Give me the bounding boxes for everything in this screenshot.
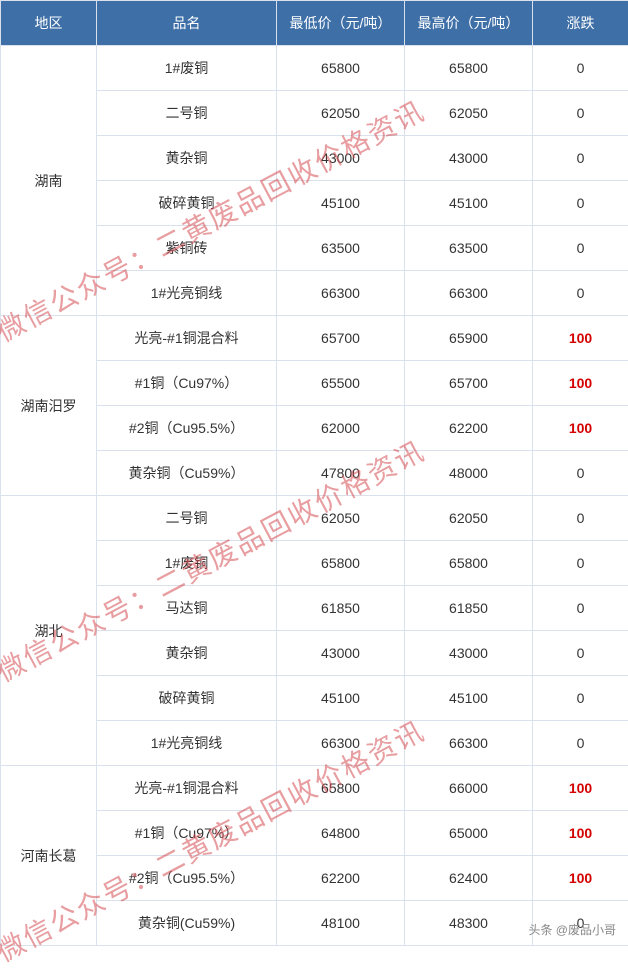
column-header: 地区 xyxy=(1,1,97,46)
low-price-cell: 47800 xyxy=(277,451,405,496)
high-price-cell: 65800 xyxy=(405,46,533,91)
region-cell: 湖南汨罗 xyxy=(1,316,97,496)
product-name-cell: 破碎黄铜 xyxy=(97,181,277,226)
table-row: 湖南汨罗光亮-#1铜混合料6570065900100 xyxy=(1,316,628,361)
product-name-cell: 1#光亮铜线 xyxy=(97,721,277,766)
product-name-cell: 黄杂铜 xyxy=(97,136,277,181)
low-price-cell: 65800 xyxy=(277,541,405,586)
low-price-cell: 65800 xyxy=(277,766,405,811)
region-cell: 河南长葛 xyxy=(1,766,97,946)
low-price-cell: 66300 xyxy=(277,721,405,766)
column-header: 品名 xyxy=(97,1,277,46)
high-price-cell: 62400 xyxy=(405,856,533,901)
change-cell: 0 xyxy=(533,136,628,181)
column-header: 最高价（元/吨） xyxy=(405,1,533,46)
product-name-cell: 黄杂铜（Cu59%） xyxy=(97,451,277,496)
high-price-cell: 43000 xyxy=(405,631,533,676)
high-price-cell: 63500 xyxy=(405,226,533,271)
high-price-cell: 48000 xyxy=(405,451,533,496)
high-price-cell: 62200 xyxy=(405,406,533,451)
change-cell: 100 xyxy=(533,811,628,856)
product-name-cell: #2铜（Cu95.5%） xyxy=(97,406,277,451)
change-cell: 100 xyxy=(533,406,628,451)
product-name-cell: #1铜（Cu97%） xyxy=(97,811,277,856)
table-row: 湖南1#废铜65800658000 xyxy=(1,46,628,91)
table-row: 河南长葛光亮-#1铜混合料6580066000100 xyxy=(1,766,628,811)
product-name-cell: 马达铜 xyxy=(97,586,277,631)
high-price-cell: 66000 xyxy=(405,766,533,811)
change-cell: 0 xyxy=(533,631,628,676)
low-price-cell: 64800 xyxy=(277,811,405,856)
product-name-cell: 1#光亮铜线 xyxy=(97,271,277,316)
change-cell: 100 xyxy=(533,316,628,361)
change-cell: 0 xyxy=(533,91,628,136)
low-price-cell: 43000 xyxy=(277,136,405,181)
change-cell: 0 xyxy=(533,676,628,721)
high-price-cell: 62050 xyxy=(405,496,533,541)
high-price-cell: 65900 xyxy=(405,316,533,361)
high-price-cell: 45100 xyxy=(405,181,533,226)
product-name-cell: 黄杂铜(Cu59%) xyxy=(97,901,277,946)
low-price-cell: 62200 xyxy=(277,856,405,901)
change-cell: 0 xyxy=(533,586,628,631)
product-name-cell: 二号铜 xyxy=(97,91,277,136)
low-price-cell: 62050 xyxy=(277,496,405,541)
column-header: 涨跌 xyxy=(533,1,628,46)
low-price-cell: 61850 xyxy=(277,586,405,631)
low-price-cell: 62050 xyxy=(277,91,405,136)
product-name-cell: 破碎黄铜 xyxy=(97,676,277,721)
product-name-cell: 紫铜砖 xyxy=(97,226,277,271)
product-name-cell: 1#废铜 xyxy=(97,541,277,586)
high-price-cell: 62050 xyxy=(405,91,533,136)
high-price-cell: 45100 xyxy=(405,676,533,721)
low-price-cell: 65500 xyxy=(277,361,405,406)
change-cell: 100 xyxy=(533,361,628,406)
table-header-row: 地区品名最低价（元/吨）最高价（元/吨）涨跌 xyxy=(1,1,628,46)
high-price-cell: 48300 xyxy=(405,901,533,946)
product-name-cell: 光亮-#1铜混合料 xyxy=(97,766,277,811)
high-price-cell: 66300 xyxy=(405,721,533,766)
table-row: 湖北二号铜62050620500 xyxy=(1,496,628,541)
high-price-cell: 61850 xyxy=(405,586,533,631)
high-price-cell: 43000 xyxy=(405,136,533,181)
low-price-cell: 65800 xyxy=(277,46,405,91)
product-name-cell: 二号铜 xyxy=(97,496,277,541)
region-cell: 湖北 xyxy=(1,496,97,766)
change-cell: 100 xyxy=(533,766,628,811)
change-cell: 100 xyxy=(533,856,628,901)
high-price-cell: 65000 xyxy=(405,811,533,856)
high-price-cell: 65800 xyxy=(405,541,533,586)
high-price-cell: 66300 xyxy=(405,271,533,316)
change-cell: 0 xyxy=(533,541,628,586)
low-price-cell: 66300 xyxy=(277,271,405,316)
product-name-cell: #1铜（Cu97%） xyxy=(97,361,277,406)
change-cell: 0 xyxy=(533,496,628,541)
low-price-cell: 48100 xyxy=(277,901,405,946)
change-cell: 0 xyxy=(533,271,628,316)
product-name-cell: #2铜（Cu95.5%） xyxy=(97,856,277,901)
region-cell: 湖南 xyxy=(1,46,97,316)
low-price-cell: 45100 xyxy=(277,181,405,226)
low-price-cell: 65700 xyxy=(277,316,405,361)
change-cell: 0 xyxy=(533,181,628,226)
low-price-cell: 45100 xyxy=(277,676,405,721)
product-name-cell: 1#废铜 xyxy=(97,46,277,91)
high-price-cell: 65700 xyxy=(405,361,533,406)
product-name-cell: 黄杂铜 xyxy=(97,631,277,676)
low-price-cell: 63500 xyxy=(277,226,405,271)
table-body: 湖南1#废铜65800658000二号铜62050620500黄杂铜430004… xyxy=(1,46,628,946)
price-table: 地区品名最低价（元/吨）最高价（元/吨）涨跌 湖南1#废铜65800658000… xyxy=(0,0,628,946)
change-cell: 0 xyxy=(533,46,628,91)
change-cell: 0 xyxy=(533,901,628,946)
low-price-cell: 43000 xyxy=(277,631,405,676)
change-cell: 0 xyxy=(533,451,628,496)
column-header: 最低价（元/吨） xyxy=(277,1,405,46)
low-price-cell: 62000 xyxy=(277,406,405,451)
product-name-cell: 光亮-#1铜混合料 xyxy=(97,316,277,361)
change-cell: 0 xyxy=(533,226,628,271)
change-cell: 0 xyxy=(533,721,628,766)
